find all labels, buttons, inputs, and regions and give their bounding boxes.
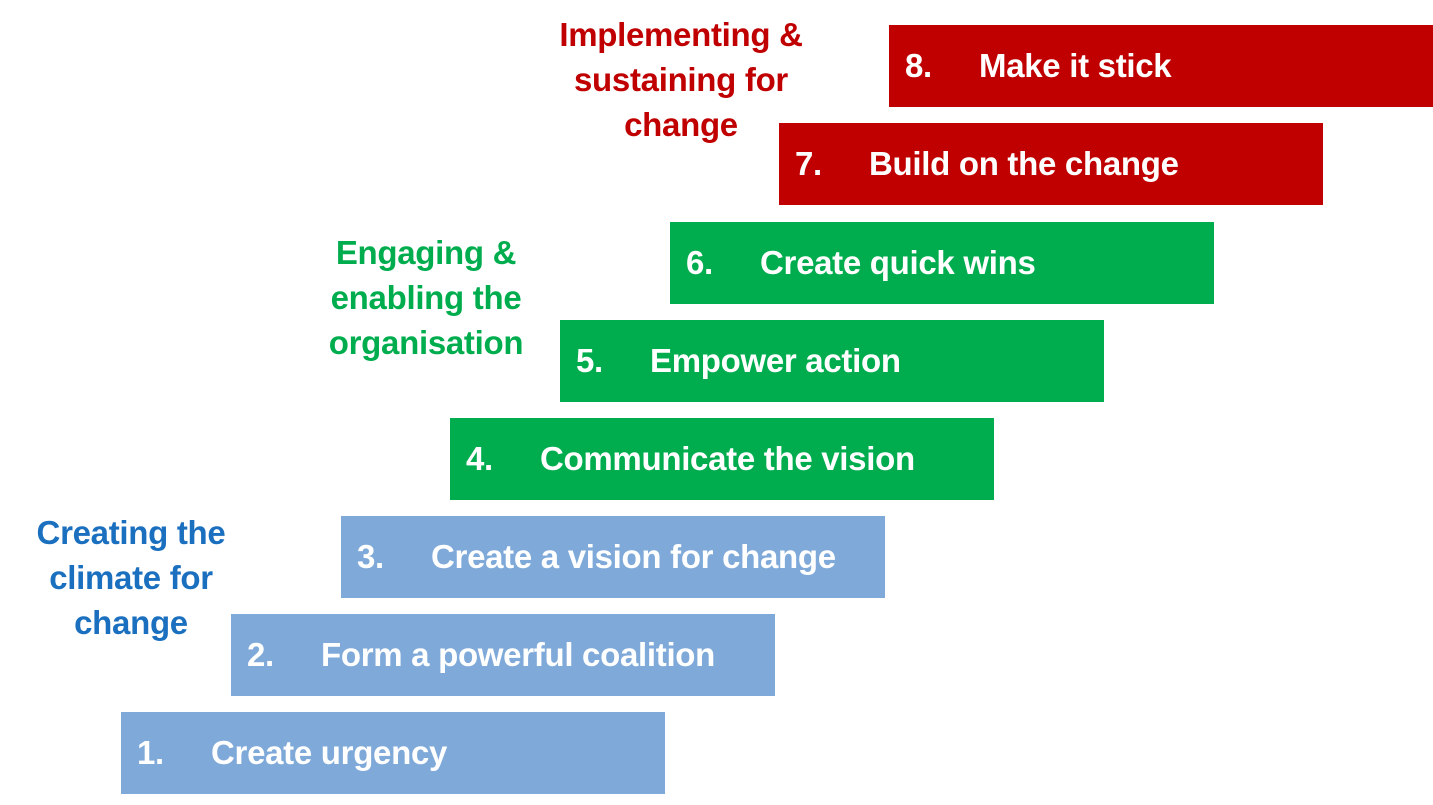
- step-bar-2: 2. Form a powerful coalition: [231, 614, 775, 696]
- step-label: Create urgency: [211, 734, 448, 771]
- step-bar-5: 5. Empower action: [560, 320, 1104, 402]
- step-bar-4: 4. Communicate the vision: [450, 418, 994, 500]
- step-label: Create quick wins: [760, 244, 1036, 281]
- step-number: 5.: [576, 342, 603, 379]
- phase-label-line: change: [74, 604, 188, 641]
- step-label: Communicate the vision: [540, 440, 915, 477]
- step-label: Build on the change: [869, 145, 1179, 182]
- step-number: 7.: [795, 145, 822, 182]
- phase-label-implement: Implementing & sustaining for change: [530, 12, 832, 147]
- step-label: Empower action: [650, 342, 901, 379]
- step-number: 2.: [247, 636, 274, 673]
- step-number: 3.: [357, 538, 384, 575]
- step-number: 1.: [137, 734, 164, 771]
- step-label: Make it stick: [979, 47, 1172, 84]
- phase-label-line: sustaining for: [574, 61, 788, 98]
- step-bar-8: 8. Make it stick: [889, 25, 1433, 107]
- phase-label-line: climate for: [49, 559, 213, 596]
- phase-label-line: change: [624, 106, 738, 143]
- phase-label-line: Implementing &: [559, 16, 803, 53]
- step-number: 6.: [686, 244, 713, 281]
- step-bar-1: 1. Create urgency: [121, 712, 665, 794]
- step-label: Create a vision for change: [431, 538, 836, 575]
- phase-label-engage: Engaging & enabling the organisation: [305, 230, 547, 365]
- step-number: 4.: [466, 440, 493, 477]
- step-bar-6: 6. Create quick wins: [670, 222, 1214, 304]
- step-bar-3: 3. Create a vision for change: [341, 516, 885, 598]
- step-label: Form a powerful coalition: [321, 636, 716, 673]
- phase-label-line: organisation: [328, 324, 524, 361]
- step-bar-7: 7. Build on the change: [779, 123, 1323, 205]
- phase-label-line: Engaging &: [335, 234, 517, 271]
- phase-label-climate: Creating the climate for change: [20, 510, 242, 645]
- phase-label-line: enabling the: [330, 279, 522, 316]
- phase-label-line: Creating the: [36, 514, 226, 551]
- step-number: 8.: [905, 47, 932, 84]
